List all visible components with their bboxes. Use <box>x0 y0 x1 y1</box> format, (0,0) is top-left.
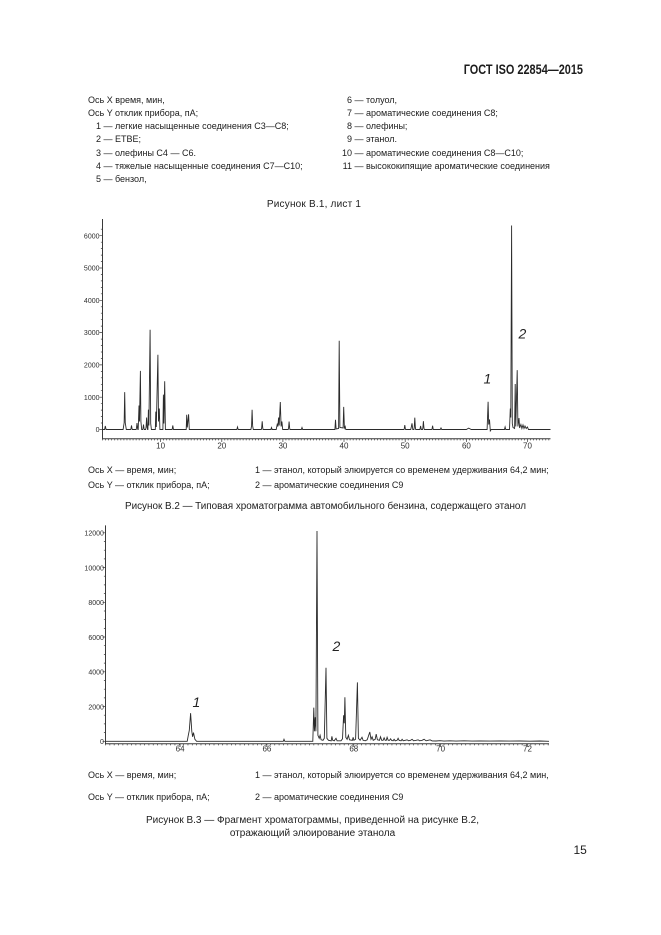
svg-text:0: 0 <box>96 427 100 434</box>
svg-text:30: 30 <box>278 441 287 450</box>
svg-text:64: 64 <box>176 745 185 754</box>
svg-text:1000: 1000 <box>84 395 100 402</box>
svg-text:20: 20 <box>217 441 226 450</box>
svg-text:2000: 2000 <box>84 363 100 370</box>
svg-text:10000: 10000 <box>84 565 104 572</box>
svg-text:1: 1 <box>193 694 201 710</box>
svg-text:0: 0 <box>100 739 104 746</box>
svg-text:8000: 8000 <box>88 600 104 607</box>
svg-text:1: 1 <box>484 371 492 387</box>
svg-text:3000: 3000 <box>84 330 100 337</box>
svg-text:70: 70 <box>523 441 532 450</box>
svg-text:10: 10 <box>156 441 165 450</box>
svg-text:50: 50 <box>401 441 410 450</box>
svg-text:60: 60 <box>462 441 471 450</box>
svg-text:6000: 6000 <box>84 233 100 240</box>
svg-text:66: 66 <box>262 745 271 754</box>
svg-text:2000: 2000 <box>88 704 104 711</box>
svg-text:6000: 6000 <box>88 635 104 642</box>
svg-text:40: 40 <box>340 441 349 450</box>
svg-text:72: 72 <box>523 745 532 754</box>
svg-text:5000: 5000 <box>84 266 100 273</box>
svg-text:2: 2 <box>518 325 527 341</box>
svg-text:4000: 4000 <box>84 298 100 305</box>
svg-text:12000: 12000 <box>84 531 104 538</box>
svg-text:2: 2 <box>332 638 341 654</box>
svg-text:70: 70 <box>436 745 445 754</box>
svg-text:4000: 4000 <box>88 670 104 677</box>
svg-text:68: 68 <box>349 745 358 754</box>
